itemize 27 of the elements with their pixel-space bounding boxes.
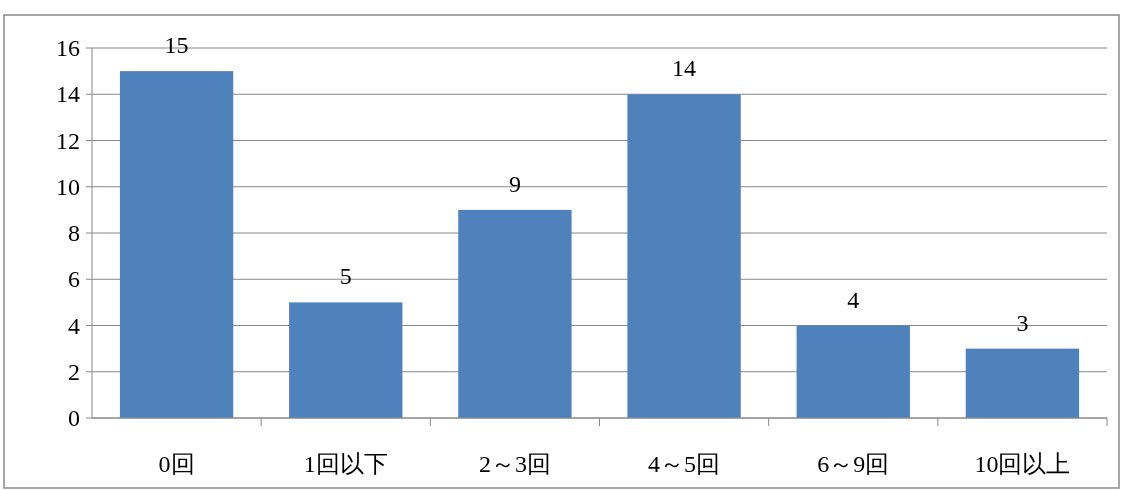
y-tick-label: 12 [56, 127, 80, 154]
data-label: 5 [339, 263, 352, 290]
x-tick-label: 6～9回 [817, 451, 890, 477]
data-label: 9 [508, 170, 521, 197]
x-tick-label: 1回以下 [303, 451, 388, 477]
x-tick-label: 4～5回 [648, 451, 721, 477]
bar [289, 302, 403, 418]
y-tick-label: 16 [56, 35, 80, 61]
y-tick-label: 10 [56, 173, 80, 200]
y-tick-label: 2 [68, 358, 80, 385]
y-tick-label: 0 [68, 405, 80, 431]
y-tick-label: 8 [68, 220, 80, 246]
y-tick-label: 14 [56, 81, 80, 108]
bar [965, 348, 1080, 418]
bar [796, 325, 910, 418]
bar [627, 94, 741, 418]
y-tick-label: 4 [68, 312, 80, 339]
bar [119, 71, 234, 418]
y-tick-label: 6 [68, 266, 80, 293]
x-tick-label: 10回以上 [974, 451, 1071, 477]
x-tick-label: 2～3回 [478, 451, 551, 477]
data-label: 15 [164, 32, 189, 59]
x-tick-label: 0回 [158, 451, 195, 477]
bar [458, 209, 572, 418]
data-label: 3 [1016, 309, 1029, 336]
data-label: 4 [847, 286, 860, 313]
data-label: 14 [672, 55, 697, 82]
